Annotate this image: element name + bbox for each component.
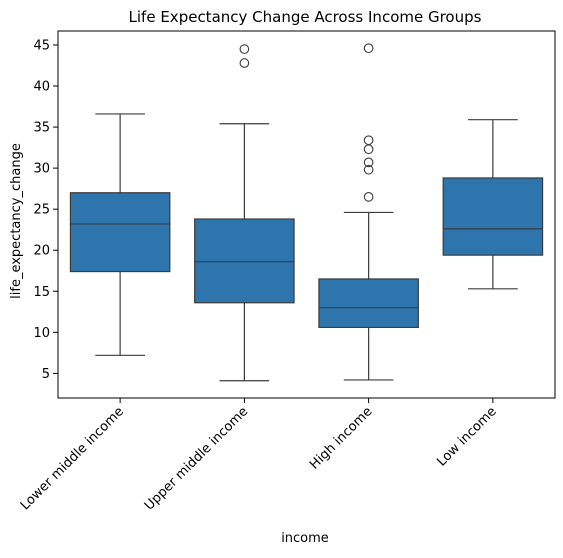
x-tick-label: High income [307, 404, 375, 472]
outlier-point [363, 135, 374, 146]
y-tick-label: 35 [33, 121, 50, 136]
chart-title: Life Expectancy Change Across Income Gro… [129, 8, 482, 26]
box-group [69, 113, 171, 356]
outlier-point [363, 191, 374, 202]
plot-area [69, 43, 544, 382]
x-tick-label: Low income [434, 404, 499, 469]
y-tick-label: 10 [33, 326, 50, 341]
y-tick-label: 5 [42, 367, 50, 382]
y-tick-label: 15 [33, 285, 50, 300]
y-tick-label: 20 [33, 244, 50, 259]
y-tick-label: 45 [33, 38, 50, 53]
box-iqr [194, 218, 295, 304]
box-iqr [318, 278, 419, 328]
outlier-point [363, 164, 374, 175]
y-axis-title: life_expectancy_change [9, 143, 24, 299]
box-iqr [442, 177, 544, 256]
outlier-point [239, 44, 250, 54]
x-axis-title: income [281, 531, 329, 546]
box-group [442, 119, 544, 290]
outlier-point [363, 157, 374, 168]
y-tick-label: 25 [33, 203, 50, 218]
outlier-point [363, 144, 374, 155]
x-tick-label: Upper middle income [142, 404, 251, 513]
box-iqr [69, 192, 171, 273]
outlier-point [239, 58, 250, 68]
outlier-point [363, 43, 374, 54]
y-tick-label: 30 [33, 162, 50, 177]
x-tick-label: Lower middle income [18, 404, 127, 513]
box-group [194, 44, 295, 382]
y-tick-label: 40 [33, 80, 50, 95]
box-group [318, 43, 419, 381]
plot-frame [57, 30, 556, 399]
